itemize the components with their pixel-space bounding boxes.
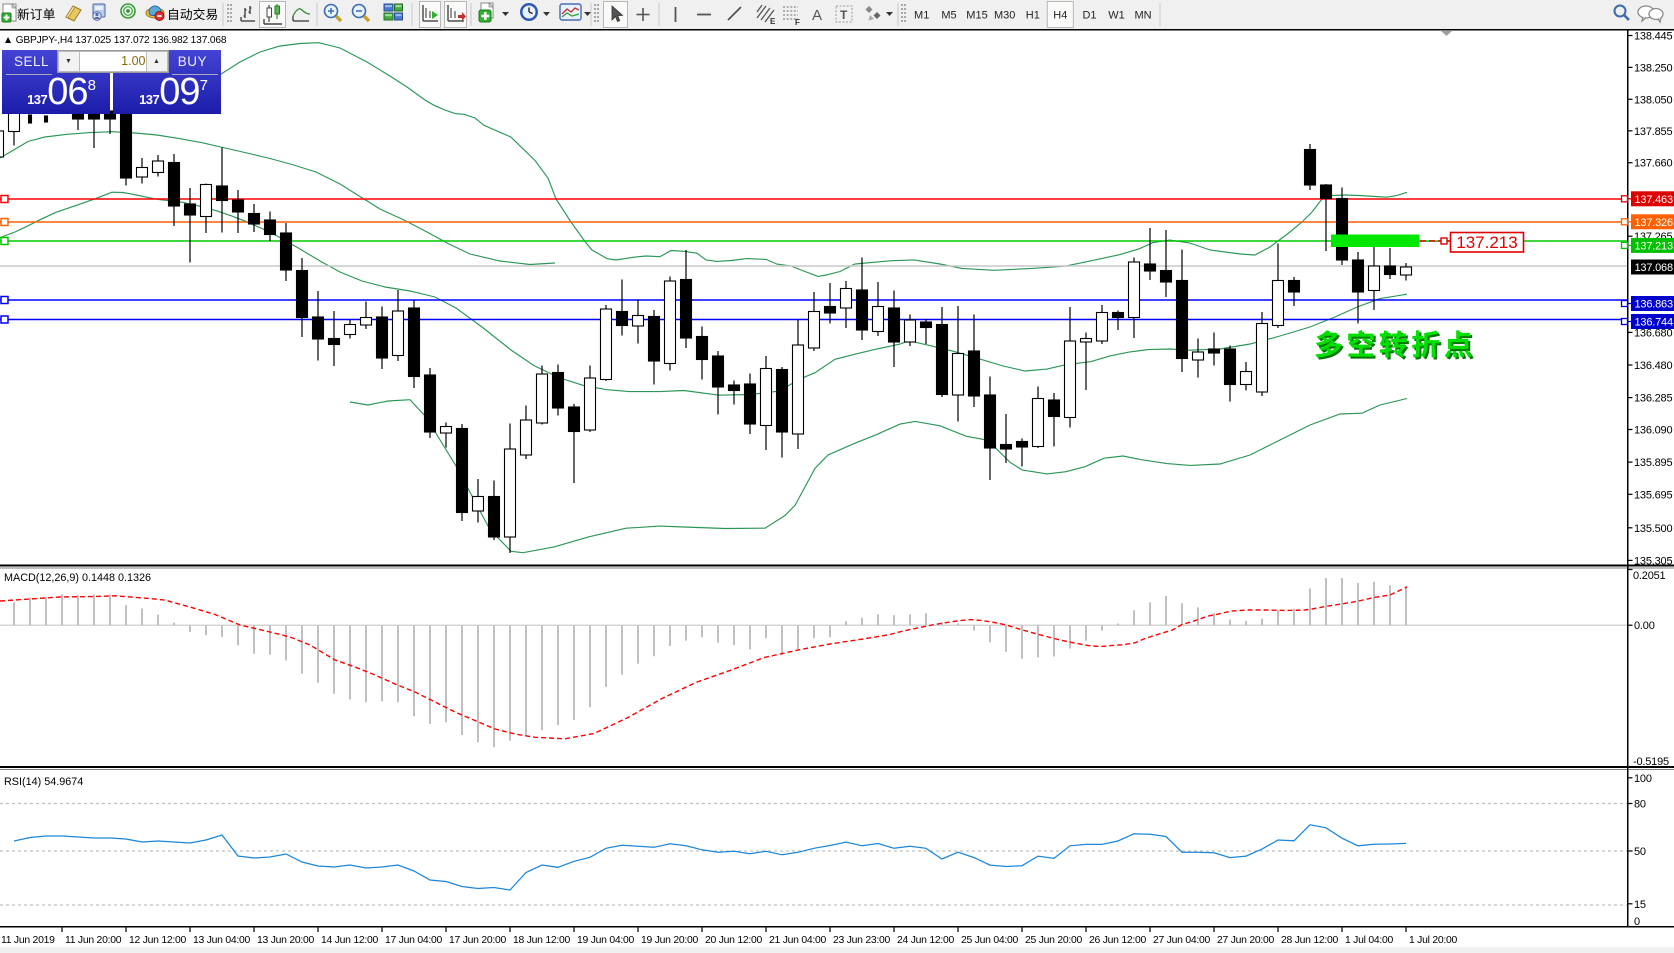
svg-text:19 Jun 20:00: 19 Jun 20:00 [641, 935, 699, 946]
svg-text:19 Jun 04:00: 19 Jun 04:00 [577, 935, 635, 946]
svg-text:80: 80 [1634, 799, 1646, 811]
svg-text:137.855: 137.855 [1634, 126, 1672, 138]
svg-text:F: F [795, 18, 800, 27]
svg-text:-0.5195: -0.5195 [1633, 756, 1669, 768]
svg-text:14 Jun 12:00: 14 Jun 12:00 [321, 935, 379, 946]
svg-text:25 Jun 04:00: 25 Jun 04:00 [961, 935, 1019, 946]
svg-text:A: A [812, 7, 822, 24]
svg-text:H1: H1 [1026, 10, 1040, 22]
svg-text:24 Jun 12:00: 24 Jun 12:00 [897, 935, 955, 946]
svg-text:W1: W1 [1108, 10, 1125, 22]
svg-text:15: 15 [1634, 899, 1646, 911]
svg-text:137.213: 137.213 [1456, 233, 1517, 252]
svg-text:25 Jun 20:00: 25 Jun 20:00 [1025, 935, 1083, 946]
svg-text:138.445: 138.445 [1634, 31, 1672, 43]
svg-text:137.326: 137.326 [1635, 217, 1673, 229]
svg-text:138.250: 138.250 [1634, 62, 1672, 74]
svg-text:RSI(14) 54.9674: RSI(14) 54.9674 [4, 776, 83, 788]
svg-text:135.500: 135.500 [1634, 523, 1672, 535]
svg-text:26 Jun 12:00: 26 Jun 12:00 [1089, 935, 1147, 946]
svg-text:136.744: 136.744 [1635, 317, 1673, 329]
svg-text:138.050: 138.050 [1634, 94, 1672, 106]
svg-text:M1: M1 [914, 10, 929, 22]
svg-text:E: E [770, 17, 776, 26]
svg-text:137.463: 137.463 [1635, 194, 1673, 206]
svg-text:137.068: 137.068 [1635, 262, 1673, 274]
svg-text:27 Jun 04:00: 27 Jun 04:00 [1153, 935, 1211, 946]
svg-text:21 Jun 04:00: 21 Jun 04:00 [769, 935, 827, 946]
svg-text:▲ GBPJPY-,H4 137.025 137.072: ▲ GBPJPY-,H4 137.025 137.072 136.982 137… [3, 35, 227, 46]
svg-text:M30: M30 [994, 10, 1015, 22]
svg-text:137.213: 137.213 [1635, 240, 1673, 252]
svg-text:137.660: 137.660 [1634, 158, 1672, 170]
svg-text:136.090: 136.090 [1634, 425, 1672, 437]
svg-text:11 Jun 20:00: 11 Jun 20:00 [65, 935, 122, 946]
svg-text:135.305: 135.305 [1634, 555, 1672, 567]
svg-text:12 Jun 12:00: 12 Jun 12:00 [129, 935, 187, 946]
svg-text:135.895: 135.895 [1634, 457, 1672, 469]
svg-text:136.863: 136.863 [1635, 299, 1673, 311]
svg-text:0: 0 [1634, 916, 1640, 928]
svg-text:28 Jun 12:00: 28 Jun 12:00 [1281, 935, 1339, 946]
svg-text:M5: M5 [941, 10, 956, 22]
svg-text:50: 50 [1634, 846, 1646, 858]
svg-text:135.695: 135.695 [1634, 489, 1672, 501]
svg-text:0.2051: 0.2051 [1633, 570, 1666, 582]
svg-text:M15: M15 [966, 10, 987, 22]
svg-text:0.00: 0.00 [1634, 620, 1655, 632]
svg-text:17 Jun 04:00: 17 Jun 04:00 [385, 935, 443, 946]
svg-text:13 Jun 20:00: 13 Jun 20:00 [257, 935, 315, 946]
svg-text:1 Jul 20:00: 1 Jul 20:00 [1409, 935, 1458, 946]
svg-text:H4: H4 [1053, 10, 1067, 22]
svg-text:20 Jun 12:00: 20 Jun 12:00 [705, 935, 763, 946]
svg-text:136.480: 136.480 [1634, 360, 1672, 372]
svg-text:100: 100 [1634, 773, 1652, 785]
svg-text:18 Jun 12:00: 18 Jun 12:00 [513, 935, 571, 946]
svg-text:17 Jun 20:00: 17 Jun 20:00 [449, 935, 507, 946]
svg-text:27 Jun 20:00: 27 Jun 20:00 [1217, 935, 1275, 946]
svg-text:T: T [840, 8, 848, 22]
svg-text:1 Jul 04:00: 1 Jul 04:00 [1345, 935, 1394, 946]
svg-text:MACD(12,26,9) 0.1448 0.1326: MACD(12,26,9) 0.1448 0.1326 [4, 572, 151, 584]
svg-text:136.680: 136.680 [1634, 327, 1672, 339]
svg-text:136.285: 136.285 [1634, 393, 1672, 405]
svg-text:11 Jun 2019: 11 Jun 2019 [1, 935, 55, 946]
svg-text:13 Jun 04:00: 13 Jun 04:00 [193, 935, 251, 946]
svg-text:MN: MN [1134, 10, 1151, 22]
svg-text:23 Jun 23:00: 23 Jun 23:00 [833, 935, 891, 946]
svg-text:D1: D1 [1082, 10, 1096, 22]
